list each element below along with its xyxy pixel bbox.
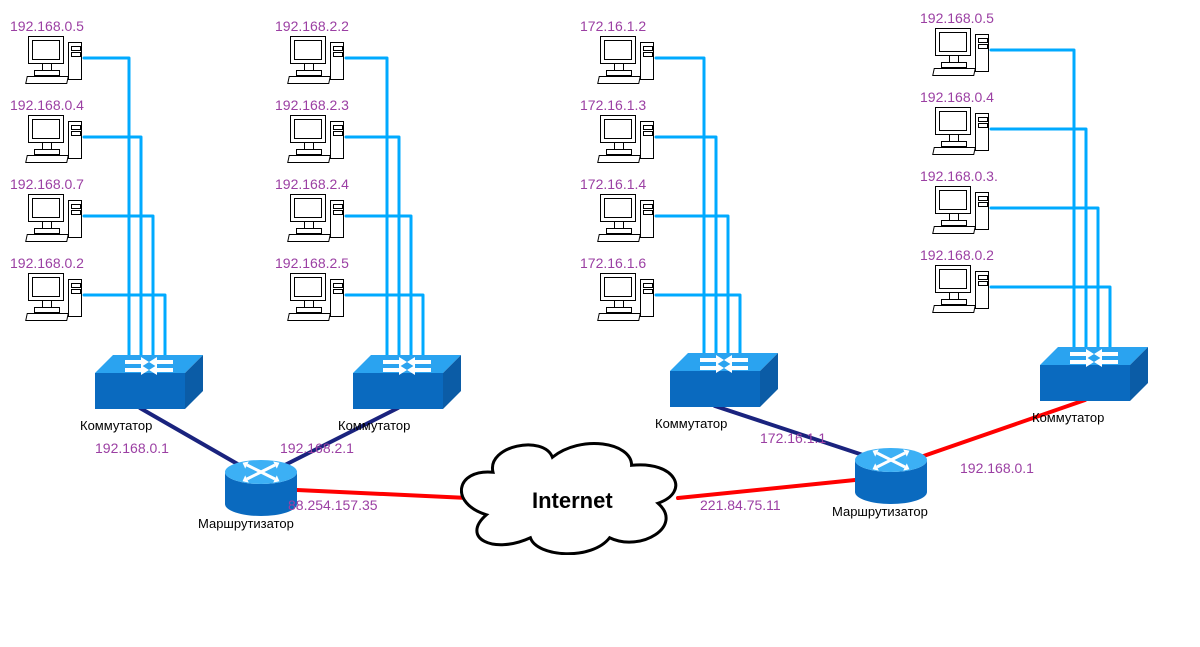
ip-address: 172.16.1.4 xyxy=(580,176,646,192)
internet-label: Internet xyxy=(532,488,613,514)
pc-icon xyxy=(290,194,346,240)
pc-icon xyxy=(28,115,84,161)
ip-address: 172.16.1.3 xyxy=(580,97,646,113)
router-label: Маршрутизатор xyxy=(832,504,928,519)
pc-icon xyxy=(600,115,656,161)
ip-address: 192.168.0.7 xyxy=(10,176,84,192)
switch-label: Коммутатор xyxy=(655,416,727,431)
switch-label: Коммутатор xyxy=(80,418,152,433)
ip-address: 192.168.0.2 xyxy=(920,247,994,263)
pc-icon xyxy=(935,107,991,153)
ip-address: 192.168.0.2 xyxy=(10,255,84,271)
pc-icon xyxy=(290,273,346,319)
switch-icon xyxy=(95,355,185,410)
gateway-ip: 192.168.0.1 xyxy=(960,460,1034,476)
pc-icon xyxy=(935,28,991,74)
pc-icon xyxy=(28,194,84,240)
switch-label: Коммутатор xyxy=(1032,410,1104,425)
ip-address: 192.168.2.2 xyxy=(275,18,349,34)
pc-icon xyxy=(935,186,991,232)
pc-icon xyxy=(600,36,656,82)
gateway-ip: 192.168.0.1 xyxy=(95,440,169,456)
ip-address: 192.168.2.3 xyxy=(275,97,349,113)
gateway-ip: 192.168.2.1 xyxy=(280,440,354,456)
pc-icon xyxy=(290,36,346,82)
ip-address: 192.168.0.3. xyxy=(920,168,998,184)
ip-address: 192.168.2.4 xyxy=(275,176,349,192)
pc-icon xyxy=(290,115,346,161)
pc-icon xyxy=(28,273,84,319)
ip-address: 192.168.0.4 xyxy=(10,97,84,113)
ip-address: 172.16.1.6 xyxy=(580,255,646,271)
pc-icon xyxy=(600,194,656,240)
ip-address: 192.168.0.5 xyxy=(10,18,84,34)
gateway-ip: 172.16.1.1 xyxy=(760,430,826,446)
ip-address: 192.168.0.4 xyxy=(920,89,994,105)
router-icon xyxy=(225,460,297,510)
switch-label: Коммутатор xyxy=(338,418,410,433)
pc-icon xyxy=(935,265,991,311)
router-label: Маршрутизатор xyxy=(198,516,294,531)
pc-icon xyxy=(28,36,84,82)
wan-ip: 88.254.157.35 xyxy=(288,497,378,513)
ip-address: 192.168.2.5 xyxy=(275,255,349,271)
network-diagram: 192.168.0.5 192.168.0.4 192.168.0.7 192.168… xyxy=(0,0,1200,647)
wan-ip: 221.84.75.11 xyxy=(700,497,781,513)
switch-icon xyxy=(1040,347,1130,402)
ip-address: 192.168.0.5 xyxy=(920,10,994,26)
ip-address: 172.16.1.2 xyxy=(580,18,646,34)
switch-icon xyxy=(353,355,443,410)
pc-icon xyxy=(600,273,656,319)
router-icon xyxy=(855,448,927,498)
switch-icon xyxy=(670,353,760,408)
